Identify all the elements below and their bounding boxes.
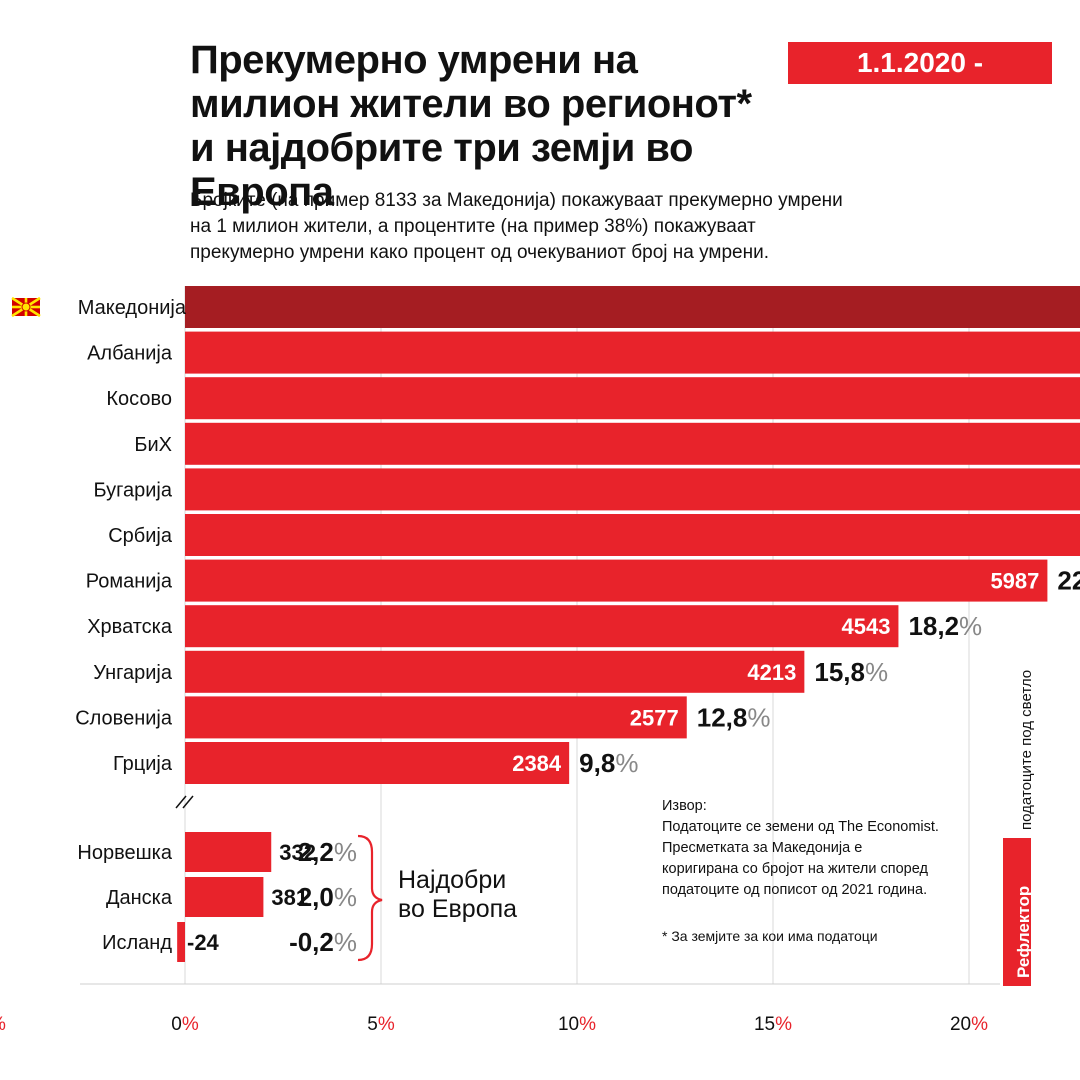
percent-label: -0,2% — [289, 927, 357, 957]
source-line: Податоците се земени од The Economist. — [662, 819, 939, 835]
footnote: * За земјите за кои има податоци — [662, 928, 878, 944]
source-line: Пресметката за Македонија е — [662, 840, 863, 856]
bar — [185, 559, 1048, 602]
category-label: Норвешка — [77, 842, 172, 864]
bars — [177, 286, 1080, 962]
percent-label: 18,2% — [908, 611, 982, 641]
percent-label: 2,2% — [298, 837, 357, 867]
source-line: коригирана со бројот на жители според — [662, 861, 928, 877]
source-note: Извор: Податоците се земени од The Econo… — [662, 796, 982, 901]
title-line: и најдобрите три земји во Европа — [190, 126, 693, 214]
excess-deaths-label: 381 — [271, 885, 308, 910]
excess-deaths-label: 2577 — [630, 705, 679, 730]
north-macedonia-flag-icon — [11, 296, 41, 318]
best-label-line: во Европа — [398, 895, 518, 923]
bar — [185, 605, 899, 648]
bar — [185, 650, 805, 693]
x-tick-label: 20% — [950, 1014, 988, 1035]
category-label: Исланд — [102, 932, 172, 954]
labels: Македонија813338,0%Албанија523134,8%Косо… — [75, 297, 1080, 957]
subtitle-line: прекумерно умрени како процент од очекув… — [190, 242, 769, 263]
category-label: Грција — [113, 753, 173, 775]
source-heading: Извор: — [662, 798, 707, 814]
excess-deaths-label: 4213 — [747, 660, 796, 685]
excess-deaths-label: 4543 — [841, 614, 890, 639]
category-label: Романија — [86, 571, 173, 593]
category-label: Унгарија — [93, 662, 173, 684]
x-axis: -5%0%5%10%15%20%25%30%35%40% — [0, 983, 1000, 1035]
percent-label: 12,8% — [697, 702, 771, 732]
percent-label: 15,8% — [814, 657, 888, 687]
category-label: Словенија — [75, 707, 173, 729]
best-in-europe-label: Најдобри во Европа — [398, 866, 517, 924]
excess-deaths-label: 5987 — [990, 569, 1039, 594]
chart-decorations — [11, 296, 383, 962]
bar — [185, 696, 687, 739]
bar — [185, 286, 1080, 328]
x-tick-label: 5% — [367, 1014, 395, 1035]
x-tick-label: -5% — [0, 1014, 6, 1035]
category-label: Македонија — [78, 297, 187, 319]
category-label: БиХ — [134, 434, 172, 456]
excess-deaths-label: -24 — [187, 930, 220, 955]
brand-logo: Рефлектор — [1003, 838, 1033, 986]
axis-break-mark — [175, 795, 187, 809]
x-tick-label: 10% — [558, 1014, 596, 1035]
brand-name: Рефлектор — [1014, 885, 1033, 978]
category-label: Хрватска — [87, 616, 173, 638]
title-line: милион жители во регионот* — [190, 82, 752, 126]
category-label: Србија — [108, 525, 173, 547]
x-tick-label: 0% — [171, 1014, 199, 1035]
source-line: податоците од пописот од 2021 година. — [662, 882, 928, 898]
excess-deaths-label: 2384 — [512, 751, 562, 776]
best-in-europe-bracket — [357, 834, 383, 962]
bar — [177, 922, 185, 962]
date-range-badge: 1.1.2020 - 31.12.2021 — [788, 42, 1052, 120]
chart-title: Прекумерно умрени на милион жители во ре… — [190, 38, 790, 214]
flag-sun — [21, 302, 31, 312]
excess-deaths-label: 332 — [279, 840, 316, 865]
bar — [185, 331, 1080, 374]
category-label: Данска — [106, 887, 173, 909]
bar — [185, 514, 1080, 556]
vertical-credit: податоците под светло — [1018, 669, 1035, 830]
category-label: Бугарија — [93, 479, 172, 501]
bar — [185, 877, 264, 917]
percent-label: 2,0% — [298, 882, 357, 912]
percent-label: 22,0% — [1057, 566, 1080, 596]
bar — [185, 742, 570, 784]
category-label: Косово — [106, 388, 172, 410]
bar — [185, 832, 272, 872]
best-label-line: Најдобри — [398, 866, 507, 894]
bar — [185, 422, 1080, 465]
x-tick-label: 15% — [754, 1014, 792, 1035]
subtitle-line: на 1 милион жители, а процентите (на при… — [190, 216, 756, 237]
axis-break-mark — [182, 795, 194, 809]
chart-subtitle: Бројките (на пример 8133 за Македонија) … — [190, 188, 930, 266]
title-line: Прекумерно умрени на — [190, 38, 638, 82]
subtitle-line: Бројките (на пример 8133 за Македонија) … — [190, 190, 843, 211]
percent-label: 9,8% — [579, 748, 638, 778]
bar — [185, 377, 1080, 420]
bar — [185, 468, 1080, 511]
category-label: Албанија — [87, 343, 173, 365]
